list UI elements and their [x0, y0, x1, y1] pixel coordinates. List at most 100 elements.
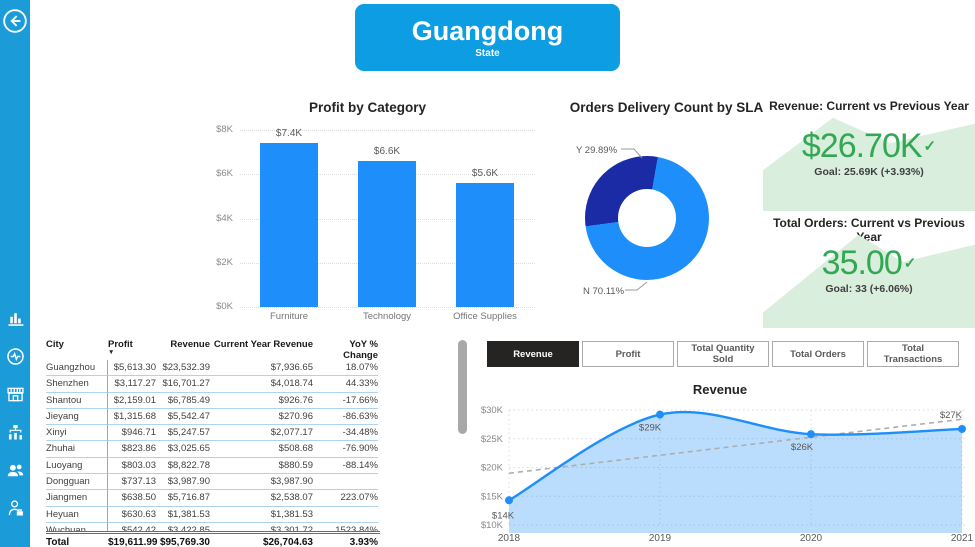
- total-value: 3.93%: [349, 537, 378, 547]
- value-cell: $1,381.53: [156, 507, 210, 523]
- value-cell: -88.14%: [313, 458, 378, 475]
- table-row[interactable]: Dongguan $737.13 $3,987.90 $3,987.90: [46, 474, 380, 491]
- sidebar: [0, 0, 30, 547]
- city-cell: Guangzhou: [46, 360, 108, 377]
- table-row[interactable]: Jieyang $1,315.68 $5,542.47 $270.96 -86.63%: [46, 408, 380, 426]
- value-cell: $23,532.39: [156, 360, 210, 377]
- table-total-row: Total $19,611.99 $95,769.30 $26,704.63 3.93%: [46, 531, 380, 547]
- bar-furniture[interactable]: [260, 143, 318, 307]
- y-tick-label: $4K: [216, 212, 233, 224]
- bar-column: $6.6K: [338, 130, 436, 307]
- city-cell: Shenzhen: [46, 376, 108, 393]
- users-icon[interactable]: [5, 460, 26, 481]
- value-cell: $880.59: [210, 458, 313, 475]
- table-row[interactable]: Shantou $2,159.01 $6,785.49 $926.76 -17.66%: [46, 392, 380, 409]
- city-cell: Shantou: [46, 392, 108, 409]
- column-header-revenue[interactable]: Revenue: [170, 339, 210, 350]
- bar-office-supplies[interactable]: [456, 183, 514, 307]
- kpi-orders-goal: Goal: 33 (+6.06%): [825, 283, 913, 295]
- value-cell: $2,077.17: [210, 425, 313, 442]
- kpi-total-orders: Total Orders: Current vs Previous Year 3…: [763, 213, 975, 330]
- value-cell: $946.71: [108, 425, 156, 442]
- column-header-city[interactable]: City: [46, 339, 64, 350]
- svg-text:$29K: $29K: [639, 423, 662, 434]
- value-cell: [313, 507, 378, 523]
- table-header: City Profit ▼ Revenue Current Year Revenue Yo…: [46, 336, 380, 361]
- tab-revenue[interactable]: Revenue: [487, 341, 579, 367]
- activity-icon[interactable]: [5, 346, 26, 367]
- check-icon: ✓: [903, 255, 917, 272]
- kpi-orders-value: 35.00 ✓: [821, 244, 917, 282]
- value-cell: 1523.84%: [313, 523, 378, 531]
- person-briefcase-icon[interactable]: [5, 498, 26, 519]
- column-header-yoy-change[interactable]: YoY % Change: [343, 339, 378, 361]
- value-cell: 18.07%: [313, 360, 378, 377]
- value-cell: 44.33%: [313, 376, 378, 393]
- bar-technology[interactable]: [358, 160, 416, 307]
- value-cell: $2,538.07: [210, 490, 313, 507]
- value-cell: $542.42: [108, 523, 156, 531]
- city-cell: Heyuan: [46, 506, 108, 523]
- value-cell: -17.66%: [313, 393, 378, 409]
- state-label: State: [475, 48, 500, 59]
- table-row[interactable]: Zhuhai $823.86 $3,025.65 $508.68 -76.90%: [46, 441, 380, 458]
- store-icon[interactable]: [5, 384, 26, 405]
- value-cell: $508.68: [210, 441, 313, 458]
- org-chart-icon[interactable]: [5, 422, 26, 443]
- value-cell: $1,315.68: [108, 409, 156, 426]
- bar-data-label: $6.6K: [373, 145, 401, 157]
- table-row[interactable]: Luoyang $803.03 $8,822.78 $880.59 -88.14%: [46, 457, 380, 475]
- bar-x-label: Technology: [362, 311, 412, 322]
- vertical-scrollbar[interactable]: [458, 340, 467, 434]
- table-row[interactable]: Xinyi $946.71 $5,247.57 $2,077.17 -34.48%: [46, 425, 380, 442]
- value-cell: $270.96: [210, 409, 313, 426]
- table-row[interactable]: Guangzhou $5,613.30 $23,532.39 $7,936.65 18.…: [46, 360, 380, 377]
- value-cell: $3,025.65: [156, 441, 210, 458]
- state-header-button[interactable]: Guangdong State: [355, 4, 620, 71]
- city-cell: Xinyi: [46, 425, 108, 442]
- gridline: [240, 130, 535, 131]
- bar-column: $7.4K: [240, 128, 338, 307]
- svg-text:2020: 2020: [800, 533, 823, 544]
- bar-chart-title: Profit by Category: [308, 100, 427, 115]
- total-value: $95,769.30: [159, 537, 210, 547]
- value-cell: $630.63: [108, 507, 156, 523]
- total-value: $19,611.99: [108, 537, 158, 547]
- svg-text:$27K: $27K: [940, 410, 963, 421]
- tab-total-orders[interactable]: Total Orders: [772, 341, 864, 367]
- tab-profit[interactable]: Profit: [582, 341, 674, 367]
- bar-chart-plot: $7.4K $6.6K $5.6K: [240, 128, 535, 308]
- kpi-revenue-goal: Goal: 25.69K (+3.93%): [814, 166, 924, 178]
- svg-text:$10K: $10K: [481, 520, 504, 531]
- city-cell: Zhuhai: [46, 441, 108, 458]
- bar-data-label: $5.6K: [471, 168, 499, 180]
- y-tick-label: $6K: [216, 168, 233, 180]
- table-row[interactable]: Jiangmen $638.50 $5,716.87 $2,538.07 223.07%: [46, 490, 380, 507]
- value-cell: -76.90%: [313, 441, 378, 458]
- value-cell: $5,247.57: [156, 425, 210, 442]
- bar-chart-icon[interactable]: [5, 308, 26, 329]
- tab-total-transactions[interactable]: Total Transactions: [867, 341, 959, 367]
- svg-text:$26K: $26K: [791, 442, 814, 453]
- back-button[interactable]: [2, 8, 28, 34]
- value-cell: $6,785.49: [156, 393, 210, 409]
- kpi-revenue: Revenue: Current vs Previous Year $26.70…: [763, 96, 975, 213]
- svg-text:2019: 2019: [649, 533, 672, 544]
- table-body: Guangzhou $5,613.30 $23,532.39 $7,936.65 18.…: [46, 360, 380, 531]
- donut-label-y: Y 29.89%: [576, 145, 618, 156]
- table-row[interactable]: Shenzhen $3,117.27 $16,701.27 $4,018.74 44.3…: [46, 376, 380, 393]
- value-cell: $2,159.01: [108, 393, 156, 409]
- value-cell: $16,701.27: [156, 376, 210, 393]
- tab-total-quantity-sold[interactable]: Total Quantity Sold: [677, 341, 769, 367]
- donut-ring[interactable]: [585, 156, 709, 280]
- table-row[interactable]: Heyuan $630.63 $1,381.53 $1,381.53: [46, 506, 380, 523]
- value-cell: $926.76: [210, 393, 313, 409]
- value-cell: $3,987.90: [210, 474, 313, 491]
- value-cell: $3,301.72: [210, 523, 313, 531]
- bar-column: $5.6K: [436, 130, 534, 307]
- table-row[interactable]: Wuchuan $542.42 $3,422.85 $3,301.72 1523.84%: [46, 522, 380, 531]
- donut-leader-lines: [621, 148, 648, 291]
- column-header-profit[interactable]: Profit ▼: [108, 336, 156, 356]
- column-header-current-year-revenue[interactable]: Current Year Revenue: [213, 339, 313, 350]
